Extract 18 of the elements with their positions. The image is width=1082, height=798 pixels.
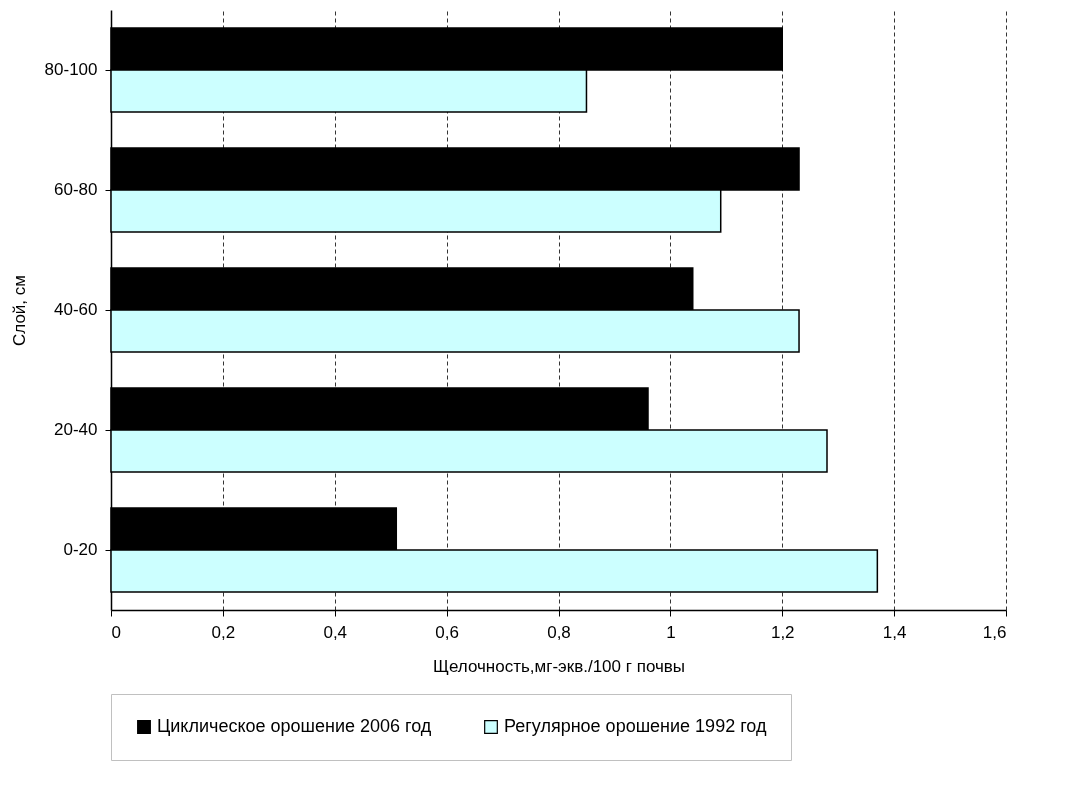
x-tick-label: 1,4 <box>882 622 907 642</box>
x-tick-label: 0,6 <box>435 622 459 642</box>
x-axis-title: Щелочность,мг-экв./100 г почвы <box>432 656 686 676</box>
y-tick-label: 20-40 <box>54 420 98 439</box>
x-tick-label: 1 <box>666 622 676 642</box>
legend-label: Циклическое орошение 2006 год <box>157 716 432 736</box>
y-tick-label: 60-80 <box>54 180 98 199</box>
x-tick-label: 0 <box>111 622 121 642</box>
y-axis-title: Слой, см <box>9 275 29 346</box>
x-tick-label: 1,6 <box>982 622 1007 642</box>
x-tick-label: 0,8 <box>547 622 571 642</box>
y-tick-label: 80-100 <box>44 60 98 79</box>
y-tick-label: 40-60 <box>54 300 98 319</box>
x-tick-label: 1,2 <box>770 622 795 642</box>
y-tick-label: 0-20 <box>63 540 98 559</box>
legend-label: Регулярное орошение 1992 год <box>504 716 767 736</box>
x-tick-label: 0,4 <box>323 622 348 642</box>
x-tick-label: 0,2 <box>211 622 236 642</box>
